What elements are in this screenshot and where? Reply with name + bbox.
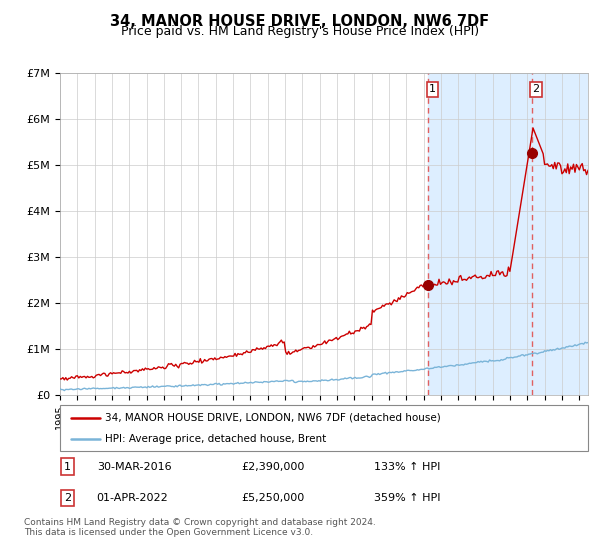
Text: Contains HM Land Registry data © Crown copyright and database right 2024.
This d: Contains HM Land Registry data © Crown c… xyxy=(24,518,376,538)
Text: 34, MANOR HOUSE DRIVE, LONDON, NW6 7DF (detached house): 34, MANOR HOUSE DRIVE, LONDON, NW6 7DF (… xyxy=(105,413,440,423)
Text: 1: 1 xyxy=(429,85,436,94)
Text: 2: 2 xyxy=(64,493,71,503)
Text: 133% ↑ HPI: 133% ↑ HPI xyxy=(374,461,441,472)
Text: 359% ↑ HPI: 359% ↑ HPI xyxy=(374,493,441,503)
Bar xyxy=(428,73,588,395)
Text: £5,250,000: £5,250,000 xyxy=(241,493,304,503)
FancyBboxPatch shape xyxy=(60,405,588,451)
Text: 01-APR-2022: 01-APR-2022 xyxy=(97,493,169,503)
Text: HPI: Average price, detached house, Brent: HPI: Average price, detached house, Bren… xyxy=(105,435,326,444)
Text: Price paid vs. HM Land Registry's House Price Index (HPI): Price paid vs. HM Land Registry's House … xyxy=(121,25,479,38)
Text: 1: 1 xyxy=(64,461,71,472)
Text: 30-MAR-2016: 30-MAR-2016 xyxy=(97,461,172,472)
Text: 2: 2 xyxy=(533,85,540,94)
Text: 34, MANOR HOUSE DRIVE, LONDON, NW6 7DF: 34, MANOR HOUSE DRIVE, LONDON, NW6 7DF xyxy=(110,14,490,29)
Text: £2,390,000: £2,390,000 xyxy=(241,461,304,472)
